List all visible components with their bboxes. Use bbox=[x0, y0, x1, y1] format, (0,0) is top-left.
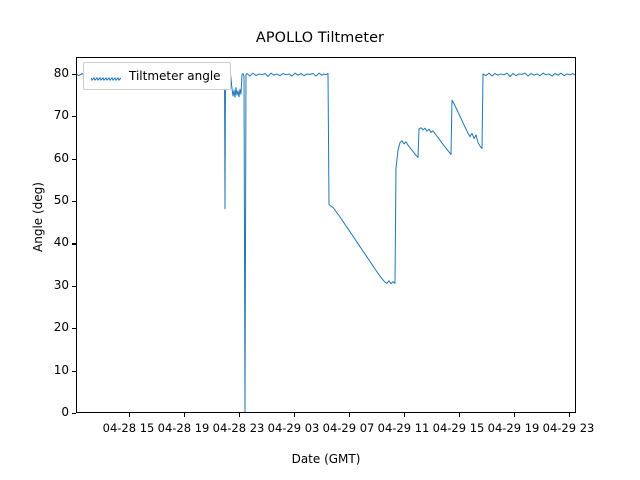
y-tick-mark bbox=[72, 158, 76, 160]
legend-line-swatch bbox=[91, 70, 121, 82]
y-tick-label: 70 bbox=[53, 108, 69, 123]
y-tick-label: 50 bbox=[53, 193, 69, 208]
x-tick-label: 04-29 11 bbox=[377, 421, 430, 435]
y-tick-mark bbox=[72, 328, 76, 330]
x-tick-label: 04-28 19 bbox=[157, 421, 210, 435]
y-tick-label: 80 bbox=[53, 65, 69, 80]
x-tick-label: 04-29 19 bbox=[487, 421, 540, 435]
y-tick-mark bbox=[72, 73, 76, 76]
x-tick-mark bbox=[128, 413, 130, 417]
y-tick-mark bbox=[72, 116, 76, 118]
y-tick-mark bbox=[72, 413, 76, 415]
x-tick-label: 04-29 23 bbox=[542, 421, 595, 435]
y-tick-mark bbox=[72, 201, 76, 203]
x-tick-label: 04-29 07 bbox=[322, 421, 375, 435]
chart-title: APOLLO Tiltmeter bbox=[255, 30, 385, 46]
y-tick-label: 60 bbox=[53, 150, 69, 165]
y-tick-label: 30 bbox=[53, 277, 69, 292]
x-tick-mark bbox=[238, 413, 240, 417]
chart-legend[interactable]: Tiltmeter angle bbox=[83, 62, 231, 90]
y-tick-mark bbox=[72, 370, 76, 372]
x-tick-mark bbox=[458, 413, 460, 417]
x-axis-label: Date (GMT) bbox=[291, 452, 361, 466]
x-tick-label: 04-28 23 bbox=[212, 421, 265, 435]
axes-frame bbox=[76, 57, 576, 413]
x-tick-mark bbox=[348, 413, 350, 417]
x-tick-mark bbox=[568, 413, 570, 417]
x-tick-mark bbox=[513, 413, 515, 417]
y-tick-label: 40 bbox=[53, 235, 69, 250]
x-tick-label: 04-28 15 bbox=[102, 421, 155, 435]
y-tick-label: 0 bbox=[61, 405, 69, 419]
x-tick-mark bbox=[183, 413, 185, 417]
y-tick-label: 10 bbox=[53, 362, 69, 377]
y-tick-label: 20 bbox=[53, 320, 69, 335]
x-tick-label: 04-29 15 bbox=[432, 421, 485, 435]
y-axis-ticks: 0 10 20 30 40 50 60 70 80 bbox=[0, 0, 76, 480]
legend-label-tiltmeter-angle: Tiltmeter angle bbox=[129, 69, 221, 83]
x-tick-label: 04-29 03 bbox=[267, 421, 320, 435]
y-tick-mark bbox=[72, 285, 76, 287]
x-tick-mark bbox=[403, 413, 405, 417]
x-tick-mark bbox=[293, 413, 295, 417]
y-tick-mark bbox=[72, 243, 76, 245]
